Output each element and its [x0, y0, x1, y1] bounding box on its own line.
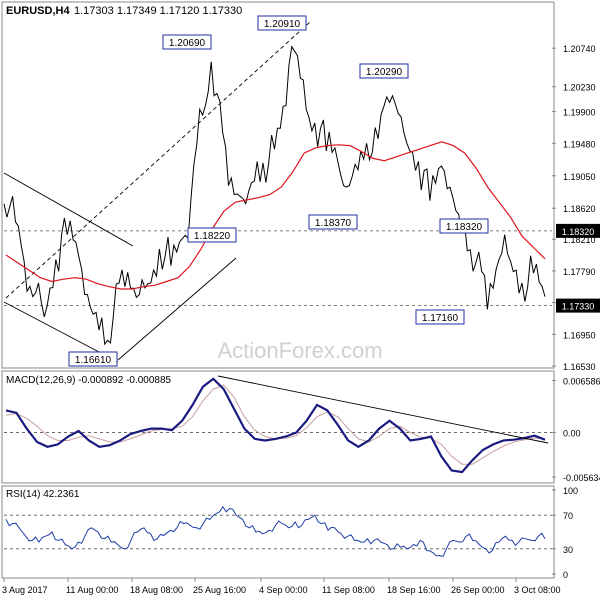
price-annotation-label: 1.18320: [446, 222, 483, 233]
price-annotation-label: 1.20690: [169, 38, 206, 49]
rsi-y-axis: 100 70 30 0: [4, 486, 578, 580]
moving-average-line: [5, 141, 546, 290]
price-panel: [1, 1, 555, 369]
rsi-series: [5, 505, 546, 557]
price-annotation-box: [308, 214, 358, 230]
price-y-tick-label: 1.19050: [563, 172, 596, 182]
rsi-line: [5, 505, 546, 557]
macd-y-tick-label: -0.005634: [563, 473, 600, 483]
rsi-y-tick-label: 100: [563, 486, 578, 496]
symbol-label: EURUSD,H4: [6, 5, 70, 17]
price-annotation-label: 1.17160: [422, 313, 459, 324]
price-y-tick-label: 1.19900: [563, 108, 596, 118]
macd-series: [5, 375, 549, 474]
watermark: ActionForex.com: [217, 338, 382, 363]
price-annotation-label: 1.18220: [194, 231, 231, 242]
channel-upper-line: [3, 172, 134, 247]
price-annotation-label: 1.16610: [75, 355, 112, 366]
price-y-tick-label: 1.20230: [563, 83, 596, 93]
x-tick-label: 4 Sep 00:00: [259, 585, 308, 595]
support-trend-line: [117, 257, 237, 361]
price-y-tick-label: 1.16530: [563, 362, 596, 372]
x-tick-label: 11 Sep 08:00: [322, 585, 375, 595]
macd-y-tick-label: 0.00: [563, 429, 581, 439]
price-y-tick-label: 1.18620: [563, 204, 596, 214]
price-badge: [556, 223, 600, 238]
price-annotation-label: 1.18370: [315, 218, 352, 229]
x-tick-label: 26 Sep 00:00: [451, 585, 505, 595]
x-tick-label: 25 Aug 16:00: [193, 585, 246, 595]
price-y-tick-label: 1.16950: [563, 330, 596, 340]
price-y-axis: 1.20740 1.20230 1.19900 1.19480 1.19050 1.186…: [552, 44, 596, 372]
price-annotation-box: [439, 218, 489, 234]
macd-y-tick-label: 0.006586: [563, 376, 600, 386]
price-badge: [556, 298, 600, 313]
price-series: [3, 45, 546, 346]
rsi-y-tick-label: 30: [563, 545, 573, 555]
macd-line: [5, 377, 546, 474]
price-annotation-box: [187, 227, 237, 243]
rsi-title: RSI(14) 42.2361: [6, 489, 80, 500]
price-annotation-label: 1.20290: [366, 67, 403, 78]
ohlc-label: 1.17303 1.17349 1.17120 1.17330: [74, 5, 242, 17]
macd-trend-line: [217, 375, 549, 444]
x-tick-label: 3 Aug 2017: [2, 585, 48, 595]
price-annotation-box: [257, 15, 307, 31]
rsi-y-tick-label: 0: [563, 570, 568, 580]
price-badge-label: 1.17330: [562, 302, 595, 312]
price-line: [3, 45, 546, 346]
x-tick-label: 11 Aug 00:00: [66, 585, 118, 595]
price-annotation-box: [162, 34, 212, 50]
price-y-tick-label: 1.17790: [563, 267, 596, 277]
price-badge-label: 1.18320: [562, 227, 595, 237]
x-tick-label: 18 Sep 16:00: [387, 585, 441, 595]
price-annotation-box: [68, 351, 118, 367]
rsi-panel: [1, 485, 555, 579]
rsi-y-tick-label: 70: [563, 511, 573, 521]
price-annotation-box: [359, 63, 409, 79]
x-axis: 3 Aug 2017 11 Aug 00:00 18 Aug 08:00 25 Aug…: [2, 578, 561, 595]
price-annotation-box: [415, 309, 465, 325]
price-y-tick-label: 1.20740: [563, 44, 596, 54]
x-tick-label: 18 Aug 08:00: [130, 585, 183, 595]
price-y-tick-label: 1.19480: [563, 139, 596, 149]
dashed-trend-line: [5, 21, 311, 299]
macd-title: MACD(12,26,9) -0.000892 -0.000885: [6, 375, 172, 386]
price-annotations: 1.20690 1.20910 1.20290 1.18220 1.18370 1.183…: [68, 15, 489, 367]
price-y-tick-label: 1.18210: [563, 235, 596, 245]
price-annotation-label: 1.20910: [264, 19, 301, 30]
x-tick-label: 3 Oct 08:00: [514, 585, 561, 595]
macd-y-axis: 0.006586 0.00 -0.005634: [4, 376, 600, 483]
